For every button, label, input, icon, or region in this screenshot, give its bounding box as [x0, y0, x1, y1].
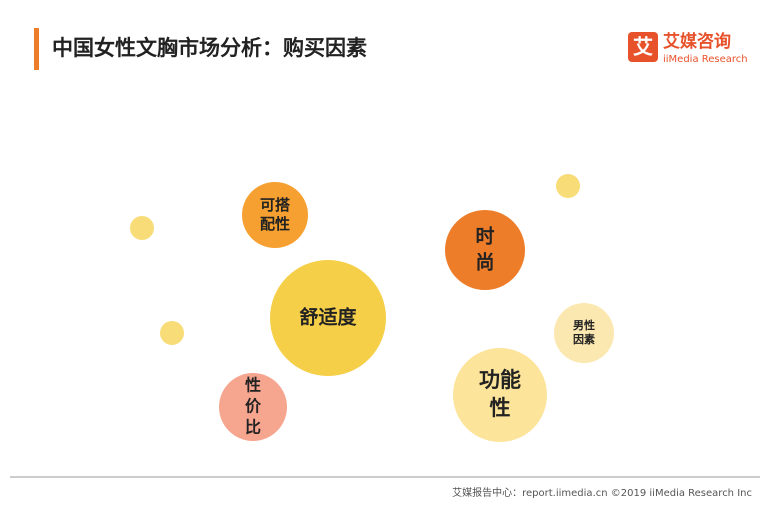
bubble-label: 时 [475, 226, 494, 248]
title: 中国女性文胸市场分析：购买因素 [52, 36, 367, 60]
title-bar [34, 28, 39, 70]
bubble-label: 尚 [475, 251, 494, 274]
logo-sub: iiMedia Research [663, 54, 748, 65]
bubble-label: 价 [245, 397, 262, 416]
bubble [554, 303, 614, 363]
bubble [242, 182, 308, 248]
dot [160, 321, 184, 345]
bubble-label: 性 [490, 396, 511, 420]
bubble-label: 可搭 [260, 196, 290, 214]
logo-icon: 艾 [633, 35, 653, 59]
bubble-label: 男性 [573, 318, 595, 332]
footer: 艾媒报告中心：report.iimedia.cn ©2019 iiMedia R… [452, 486, 752, 499]
bubble [270, 260, 386, 376]
dot [556, 174, 580, 198]
bubble-label: 因素 [573, 332, 595, 346]
bubble-label: 性 [245, 376, 261, 395]
bubble-label: 功能 [479, 368, 521, 392]
bubble [219, 373, 287, 441]
logo-box [628, 32, 658, 62]
dot [130, 216, 154, 240]
bubble [445, 210, 525, 290]
bubble [453, 348, 547, 442]
bubble-label: 配性 [260, 215, 290, 233]
logo-name: 艾媒咨询 [663, 31, 731, 52]
bubble-label: 比 [245, 418, 261, 437]
bubble-label: 舒适度 [299, 306, 357, 329]
